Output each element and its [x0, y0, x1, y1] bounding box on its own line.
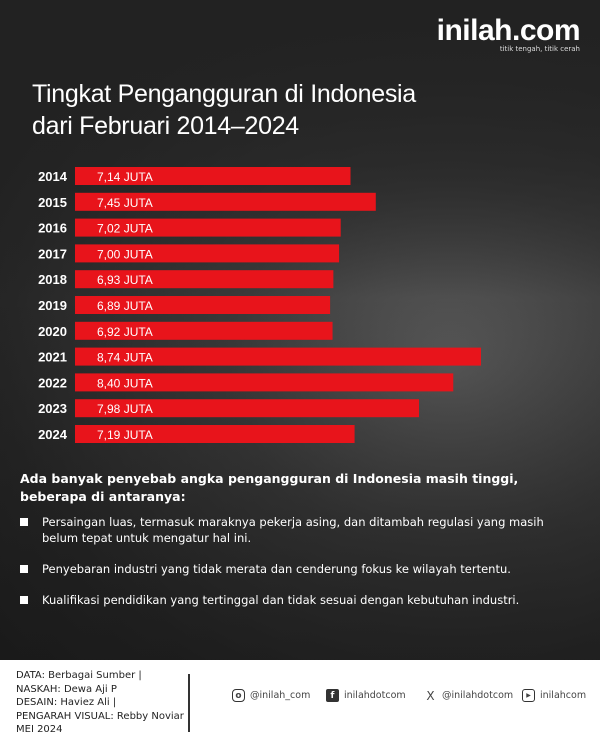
footer: DATA: Berbagai Sumber | NASKAH: Dewa Aji…: [0, 660, 600, 741]
bar: [75, 192, 376, 211]
bar: [75, 296, 331, 314]
brand-logo: inilah.com titik tengah, titik cerah: [436, 14, 581, 53]
data-label: 6,93 JUTA: [97, 273, 153, 287]
instagram-icon: o: [232, 689, 245, 702]
category-label: 2023: [38, 401, 67, 416]
category-label: 2015: [38, 195, 67, 210]
bar-chart: 2014 7,14 JUTA 2015 7,45 JUTA 2016 7,02 JUTA 2…: [38, 167, 481, 443]
category-label: 2014: [38, 169, 68, 184]
data-label: 7,00 JUTA: [97, 247, 153, 261]
social-youtube[interactable]: ▶ inilahcom: [522, 689, 586, 702]
category-label: 2018: [38, 272, 67, 287]
intro-text: Ada banyak penyebab angka pengangguran d…: [20, 471, 519, 504]
chart-title: Tingkat Pengangguran di Indonesia dari F…: [32, 80, 416, 140]
data-label: 7,45 JUTA: [97, 196, 153, 210]
data-label: 7,19 JUTA: [97, 428, 153, 442]
data-label: 7,14 JUTA: [97, 170, 153, 184]
category-label: 2024: [38, 427, 68, 442]
category-label: 2020: [38, 324, 67, 339]
social-instagram[interactable]: o @inilah_com: [232, 689, 310, 702]
facebook-icon: f: [326, 689, 339, 702]
category-label: 2017: [38, 246, 67, 261]
bar: [75, 244, 340, 263]
bar: [75, 425, 355, 443]
bullet-icon: [20, 596, 28, 604]
data-label: 7,98 JUTA: [97, 402, 153, 416]
social-facebook[interactable]: f inilahdotcom: [326, 689, 406, 702]
data-label: 6,89 JUTA: [97, 299, 153, 313]
x-icon: X: [426, 688, 435, 703]
category-label: 2021: [38, 350, 67, 365]
bar: [75, 321, 333, 340]
bullet-icon: [20, 518, 28, 526]
data-label: 8,40 JUTA: [97, 376, 153, 390]
category-label: 2019: [38, 298, 67, 313]
bullet-icon: [20, 565, 28, 573]
bar: [75, 373, 454, 392]
bar: [75, 167, 351, 185]
divider: [188, 674, 190, 732]
bar: [75, 399, 420, 418]
list-item: Penyebaran industri yang tidak merata da…: [20, 561, 580, 577]
bar: [75, 270, 334, 289]
credits: DATA: Berbagai Sumber | NASKAH: Dewa Aji…: [16, 670, 184, 735]
social-x[interactable]: X @inilahdotcom: [424, 688, 513, 703]
category-label: 2016: [38, 221, 67, 236]
youtube-icon: ▶: [522, 689, 535, 702]
data-label: 8,74 JUTA: [97, 351, 153, 365]
list-item: Persaingan luas, termasuk maraknya peker…: [20, 514, 580, 546]
cause-list: Persaingan luas, termasuk maraknya peker…: [20, 514, 580, 623]
category-label: 2022: [38, 375, 67, 390]
list-item: Kualifikasi pendidikan yang tertinggal d…: [20, 592, 580, 608]
bar: [75, 347, 481, 366]
data-label: 6,92 JUTA: [97, 325, 153, 339]
data-label: 7,02 JUTA: [97, 222, 153, 236]
bar: [75, 218, 341, 237]
